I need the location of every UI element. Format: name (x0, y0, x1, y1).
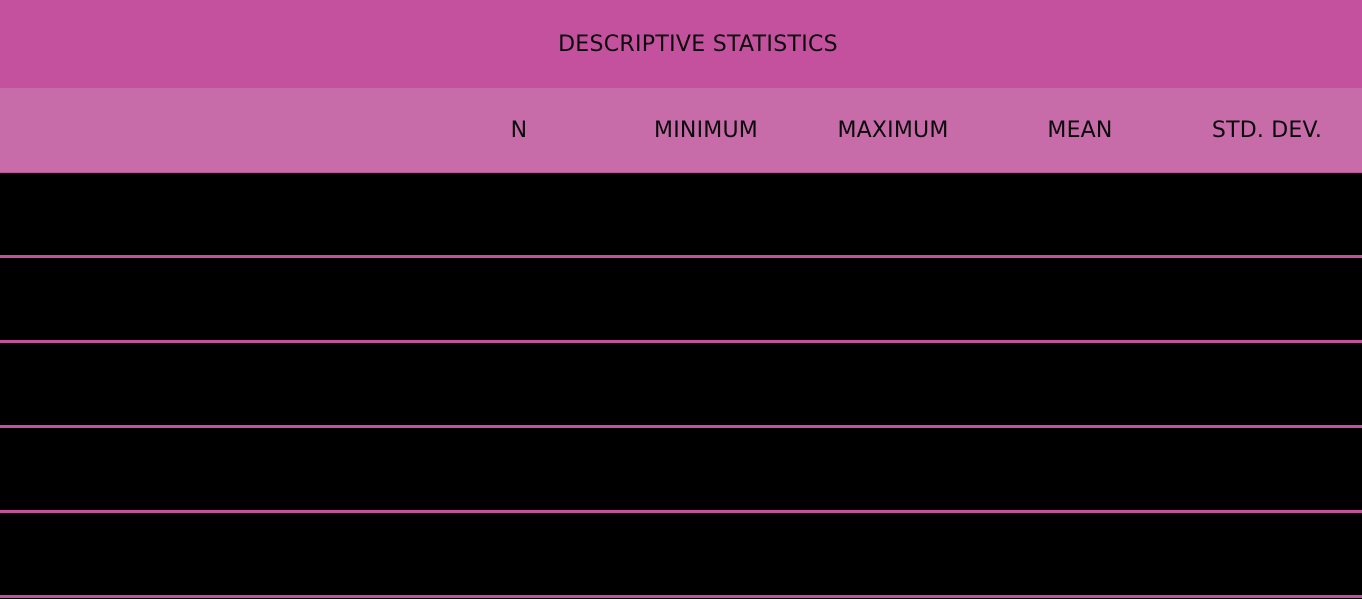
table-row (0, 343, 1362, 428)
column-header-maximum: MAXIMUM (837, 117, 949, 143)
column-header-n: N (510, 117, 528, 143)
table-row (0, 513, 1362, 598)
table-header-row: N MINIMUM MAXIMUM MEAN STD. DEV. (0, 88, 1362, 172)
column-header-minimum: MINIMUM (654, 117, 758, 143)
column-header-std-dev: STD. DEV. (1211, 117, 1323, 143)
header-divider (0, 172, 1362, 173)
column-header-mean: MEAN (1047, 117, 1113, 143)
table-row (0, 258, 1362, 343)
table-title: DESCRIPTIVE STATISTICS (558, 31, 838, 57)
table-row (0, 428, 1362, 513)
table-row (0, 173, 1362, 258)
table-title-bar: DESCRIPTIVE STATISTICS (0, 0, 1362, 88)
